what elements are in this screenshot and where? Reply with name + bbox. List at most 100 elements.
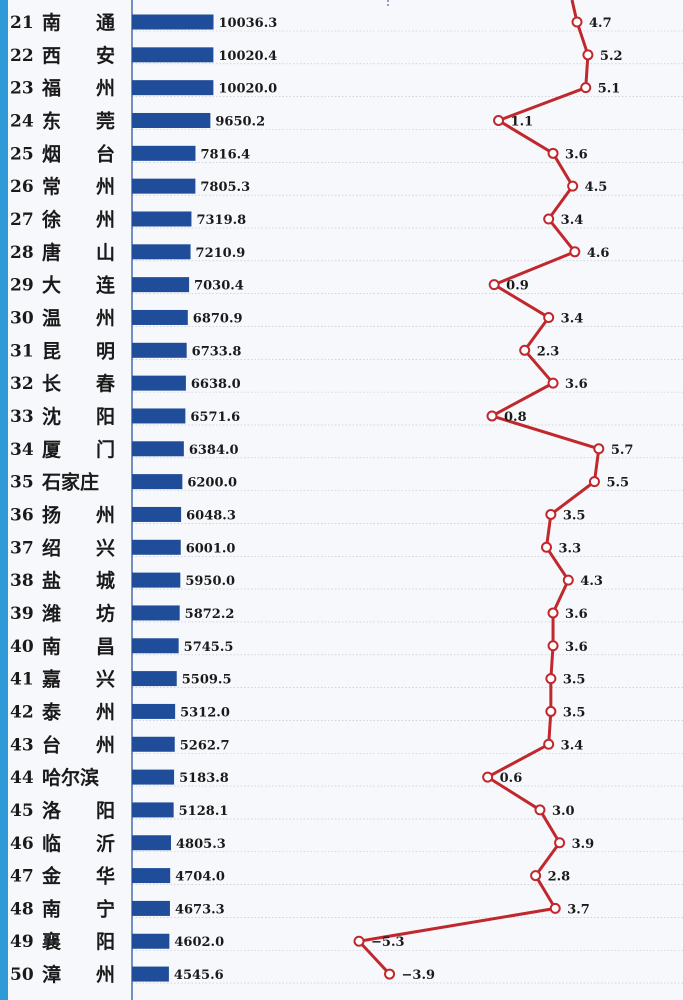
rank-label: 46	[10, 834, 34, 854]
rank-label: 24	[10, 111, 34, 131]
gdp-value-label: 9650.2	[215, 114, 265, 129]
city-label: 扬州	[42, 503, 115, 526]
growth-point	[482, 771, 494, 783]
growth-line	[357, 0, 601, 976]
growth-value-label: −5.3	[371, 935, 405, 950]
rank-label: 31	[10, 341, 34, 361]
rank-label: 39	[10, 604, 34, 624]
growth-value-label: 3.6	[565, 377, 588, 392]
growth-point	[547, 377, 559, 389]
gdp-bar	[132, 802, 174, 818]
gdp-bar	[132, 112, 211, 128]
gdp-value-label: 6200.0	[187, 476, 237, 491]
rank-label: 40	[10, 637, 34, 657]
rank-label: 49	[10, 932, 34, 952]
gdp-value-label: 5183.8	[179, 771, 229, 786]
city-label: 唐山	[42, 241, 115, 264]
rank-label: 44	[10, 768, 34, 788]
growth-value-label: 3.0	[552, 804, 575, 819]
rank-label: 36	[10, 505, 34, 525]
gdp-value-label: 5312.0	[180, 705, 230, 720]
rank-label: 32	[10, 374, 34, 394]
gdp-value-label: 5509.5	[182, 673, 232, 688]
growth-point	[569, 246, 581, 258]
gdp-value-label: 7816.4	[200, 147, 250, 162]
gdp-value-label: 6384.0	[189, 443, 239, 458]
growth-value-label: 5.7	[611, 443, 634, 458]
gdp-bar	[132, 638, 179, 654]
gdp-bar	[132, 474, 183, 490]
rank-label: 21	[10, 13, 34, 33]
growth-point	[519, 344, 531, 356]
growth-point	[582, 49, 594, 61]
city-label: 泰州	[41, 700, 115, 723]
growth-value-label: 0.9	[506, 279, 529, 294]
growth-value-label: 3.7	[567, 902, 590, 917]
growth-point	[488, 279, 500, 291]
growth-point	[541, 541, 552, 553]
growth-point	[534, 804, 546, 816]
city-label: 台州	[42, 733, 115, 756]
city-label: 南宁	[42, 897, 115, 920]
growth-point	[567, 180, 579, 192]
gdp-value-label: 6001.0	[186, 541, 236, 556]
gdp-bar	[132, 933, 170, 949]
growth-point	[545, 673, 557, 685]
rank-label: 34	[10, 440, 34, 460]
gdp-bar	[132, 539, 181, 555]
growth-value-label: 5.2	[600, 49, 623, 64]
gdp-value-label: 6870.9	[193, 311, 243, 326]
growth-value-label: 4.6	[587, 246, 610, 261]
gdp-value-label: 7210.9	[196, 246, 246, 261]
gdp-bar	[132, 835, 172, 851]
city-label: 漳州	[42, 963, 115, 986]
gdp-bar	[132, 47, 214, 63]
gdp-value-label: 6733.8	[192, 344, 242, 359]
gdp-value-label: 5950.0	[185, 574, 235, 589]
gdp-value-label: 5872.2	[185, 607, 235, 622]
growth-value-label: 3.4	[561, 311, 584, 326]
rank-label: 27	[10, 210, 34, 230]
growth-value-label: 3.5	[563, 508, 586, 523]
growth-labels: 4.7 5.2 5.1 1.1 3.6 4.5 3.4 4.6 0.9 3.4 2.3 3.6 0.8 5…	[371, 16, 633, 983]
gdp-value-label: 7319.8	[196, 213, 246, 228]
gdp-value-label: 6638.0	[191, 377, 241, 392]
gdp-value-label: 4602.0	[174, 935, 224, 950]
rank-label: 47	[10, 867, 34, 887]
gdp-bar	[132, 671, 177, 687]
rank-label: 38	[10, 571, 34, 591]
gdp-bar	[132, 244, 191, 260]
growth-value-label: 5.1	[598, 82, 621, 97]
growth-dots	[353, 16, 605, 980]
rank-label: 28	[10, 243, 34, 263]
gdp-value-label: 4673.3	[175, 902, 225, 917]
gdp-value-label: 7805.3	[200, 180, 250, 195]
rank-label: 35	[10, 473, 34, 493]
city-label: 大连	[42, 274, 116, 297]
gdp-bar	[132, 178, 196, 194]
growth-value-label: −3.9	[402, 968, 436, 983]
rank-label: 23	[10, 79, 34, 99]
growth-point	[543, 311, 555, 323]
gdp-value-label: 10020.4	[218, 49, 277, 64]
growth-value-label: 3.6	[565, 607, 588, 622]
rank-label: 37	[10, 538, 34, 558]
row-layer: 21 南通 10036.3 22 西安 10020.4 23 福州 10020.0 24 东莞 965…	[10, 12, 277, 986]
growth-point	[530, 870, 542, 882]
growth-point	[593, 443, 605, 455]
growth-point	[547, 147, 559, 159]
city-label: 洛阳	[42, 799, 115, 822]
growth-value-label: 4.7	[589, 16, 612, 31]
gdp-bar	[132, 506, 182, 522]
growth-value-label: 2.8	[548, 870, 571, 885]
growth-point	[547, 640, 559, 652]
growth-point	[547, 607, 559, 619]
growth-value-label: 0.8	[504, 410, 527, 425]
city-label: 襄阳	[41, 930, 115, 953]
city-label: 福州	[41, 77, 115, 100]
growth-value-label: 0.6	[500, 771, 523, 786]
rank-label: 33	[10, 407, 34, 427]
gdp-bar	[132, 900, 170, 916]
city-label: 烟台	[42, 142, 115, 165]
growth-value-label: 2.3	[537, 344, 560, 359]
